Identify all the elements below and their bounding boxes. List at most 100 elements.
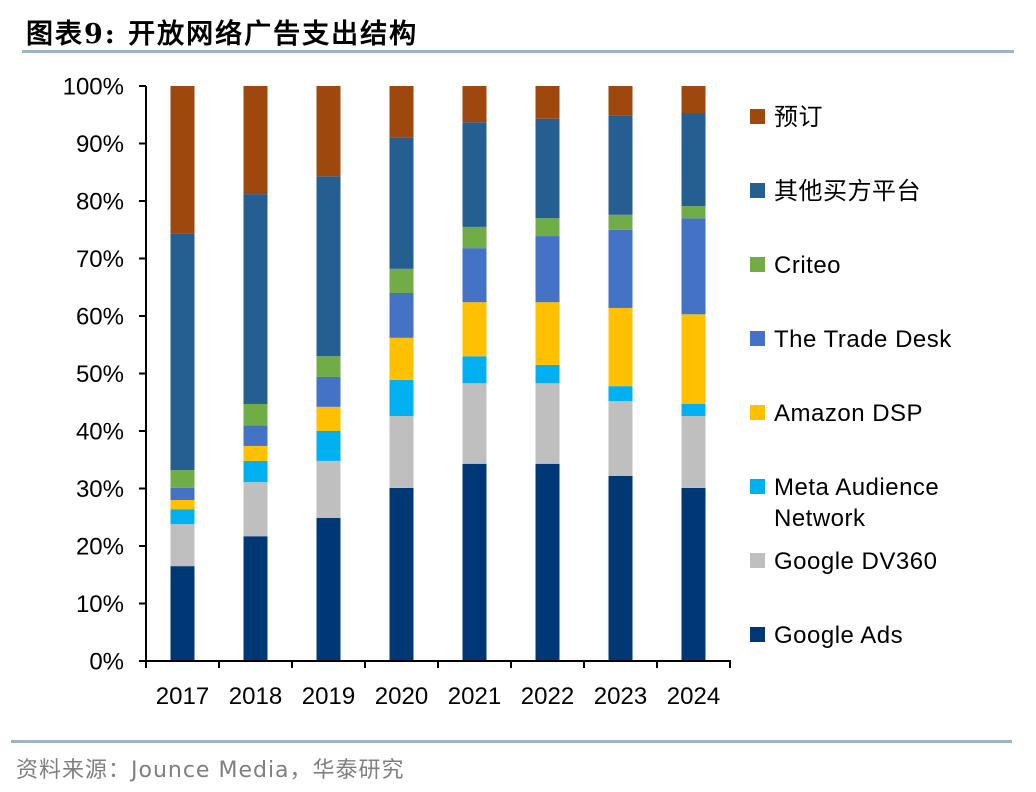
- bar-segment-2019-the-trade-desk: [316, 376, 341, 407]
- legend-item: 预订: [750, 102, 984, 133]
- bar-segment-2022-meta-audience-network: [535, 364, 560, 384]
- x-tick-label: 2024: [667, 683, 720, 710]
- bar-segment-2018-meta-audience-network: [243, 460, 268, 483]
- y-tick-label: 70%: [76, 246, 124, 273]
- x-tick-label: 2021: [448, 683, 501, 710]
- bar-segment-2019-amazon-dsp: [316, 406, 341, 431]
- bar-segment-2023-meta-audience-network: [608, 386, 633, 402]
- bar-segment-2018-criteo: [243, 403, 268, 426]
- legend-label: 其他买方平台: [774, 178, 921, 205]
- y-tick-label: 60%: [76, 304, 124, 331]
- legend-label: Amazon DSP: [774, 400, 924, 427]
- y-tick-label: 30%: [76, 476, 124, 503]
- bar-segment-2023-预订: [608, 86, 633, 116]
- title-divider: [22, 50, 1014, 53]
- bar-segment-2017-google-ads: [170, 566, 195, 662]
- x-tick-label: 2023: [594, 683, 647, 710]
- bar-segment-2024-the-trade-desk: [681, 218, 706, 315]
- bar-segment-2017-其他买方平台: [170, 233, 195, 471]
- bar-segment-2022-criteo: [535, 218, 560, 237]
- legend-label: Meta Audience Network: [774, 474, 940, 532]
- x-tick-label: 2017: [156, 683, 209, 710]
- bar-segment-2020-google-ads: [389, 487, 414, 661]
- bar-segment-2020-预订: [389, 86, 414, 138]
- legend-swatch-icon: [750, 109, 765, 124]
- bar-segment-2022-google-ads: [535, 463, 560, 661]
- bar-segment-2022-amazon-dsp: [535, 302, 560, 365]
- legend-swatch-icon: [750, 553, 765, 568]
- bar-segment-2024-google-ads: [681, 487, 706, 661]
- bar-segment-2024-meta-audience-network: [681, 403, 706, 417]
- legend-item: Meta Audience Network: [750, 472, 984, 534]
- bar-segment-2020-meta-audience-network: [389, 379, 414, 417]
- bar-segment-2018-其他买方平台: [243, 194, 268, 404]
- y-tick-label: 20%: [76, 534, 124, 561]
- bar-segment-2021-criteo: [462, 226, 487, 249]
- bar-segment-2023-criteo: [608, 214, 633, 230]
- legend-item: Amazon DSP: [750, 398, 984, 429]
- chart-title: 图表9: 开放网络广告支出结构: [26, 19, 419, 50]
- bar-segment-2018-the-trade-desk: [243, 425, 268, 446]
- x-tick-label: 2018: [229, 683, 282, 710]
- legend-swatch-icon: [750, 257, 765, 272]
- bar-segment-2024-预订: [681, 86, 706, 114]
- legend-swatch-icon: [750, 479, 765, 494]
- y-tick-label: 50%: [76, 361, 124, 388]
- bar-segment-2023-amazon-dsp: [608, 307, 633, 387]
- bar-segment-2017-criteo: [170, 470, 195, 488]
- y-tick-label: 80%: [76, 189, 124, 216]
- bars-group: [170, 86, 706, 662]
- x-tick-label: 2019: [302, 683, 355, 710]
- x-axis-ticks: 2017 2018 2019 2020 2021 2022 2023 2024: [145, 661, 731, 710]
- legend-item: Google DV360: [750, 546, 984, 577]
- legend-label: Criteo: [774, 252, 842, 279]
- bar-segment-2020-其他买方平台: [389, 137, 414, 269]
- bar-segment-2019-google-dv360: [316, 460, 341, 518]
- legend-label: 预订: [774, 104, 823, 131]
- y-tick-label: 90%: [76, 131, 124, 158]
- legend-item: Google Ads: [750, 620, 984, 651]
- bar-segment-2021-其他买方平台: [462, 122, 487, 227]
- bar-segment-2024-criteo: [681, 206, 706, 219]
- bar-segment-2023-google-ads: [608, 475, 633, 661]
- bar-segment-2021-预订: [462, 86, 487, 123]
- bar-segment-2017-预订: [170, 86, 195, 234]
- bar-segment-2023-the-trade-desk: [608, 229, 633, 308]
- bar-segment-2019-google-ads: [316, 517, 341, 661]
- bar-segment-2017-amazon-dsp: [170, 500, 195, 510]
- bar-segment-2020-the-trade-desk: [389, 293, 414, 338]
- legend-label: Google DV360: [774, 548, 938, 575]
- bar-segment-2024-amazon-dsp: [681, 314, 706, 404]
- bar-segment-2022-其他买方平台: [535, 118, 560, 219]
- bar-segment-2020-amazon-dsp: [389, 337, 414, 380]
- legend-swatch-icon: [750, 331, 765, 346]
- y-tick-label: 40%: [76, 419, 124, 446]
- bar-segment-2017-the-trade-desk: [170, 487, 195, 500]
- y-tick-label: 0%: [89, 649, 124, 676]
- bar-segment-2018-预订: [243, 86, 268, 195]
- axes-group: [139, 86, 731, 662]
- footer-divider: [11, 740, 1012, 743]
- bar-segment-2022-预订: [535, 86, 560, 119]
- y-tick-label: 100%: [63, 74, 124, 101]
- bar-segment-2019-criteo: [316, 356, 341, 377]
- bar-segment-2020-google-dv360: [389, 416, 414, 488]
- bar-segment-2022-the-trade-desk: [535, 236, 560, 303]
- bar-segment-2017-google-dv360: [170, 524, 195, 567]
- x-tick-label: 2022: [521, 683, 574, 710]
- x-tick-label: 2020: [375, 683, 428, 710]
- bar-segment-2018-google-dv360: [243, 482, 268, 537]
- bar-segment-2021-google-dv360: [462, 383, 487, 464]
- legend-item: Criteo: [750, 250, 984, 281]
- bar-segment-2023-google-dv360: [608, 401, 633, 476]
- bar-segment-2020-criteo: [389, 268, 414, 293]
- bar-segment-2018-amazon-dsp: [243, 445, 268, 461]
- legend-swatch-icon: [750, 627, 765, 642]
- y-tick-label: 10%: [76, 591, 124, 618]
- bar-segment-2021-google-ads: [462, 463, 487, 661]
- legend-swatch-icon: [750, 405, 765, 420]
- source-note: 资料来源：Jounce Media，华泰研究: [16, 758, 405, 783]
- bar-segment-2022-google-dv360: [535, 383, 560, 464]
- legend-item: 其他买方平台: [750, 176, 984, 207]
